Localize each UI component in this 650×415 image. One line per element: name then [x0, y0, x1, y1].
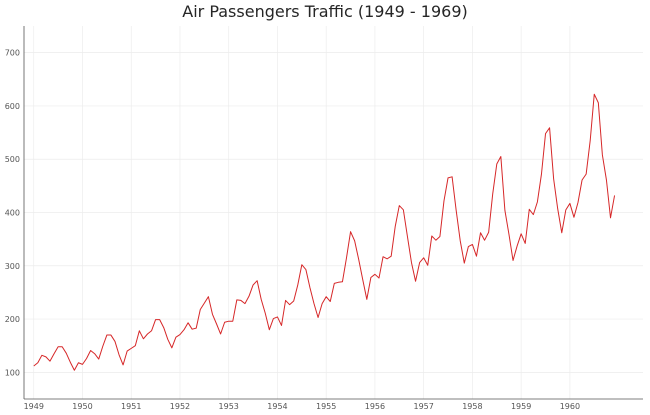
x-axis-ticks: 1949 1950 1951 1952 1953 1954 1955 1956 1957 1958…: [24, 402, 581, 411]
axes: [23, 26, 643, 400]
x-tick-label: 1953: [219, 402, 239, 411]
x-tick-label: 1949: [24, 402, 44, 411]
x-tick-label: 1950: [72, 402, 92, 411]
y-tick-label: 200: [5, 315, 20, 324]
x-tick-label: 1958: [462, 402, 482, 411]
x-tick-label: 1960: [560, 402, 580, 411]
x-tick-label: 1956: [365, 402, 385, 411]
grid: [24, 26, 643, 399]
x-tick-label: 1954: [267, 402, 287, 411]
x-tick-label: 1957: [413, 402, 433, 411]
x-tick-label: 1952: [170, 402, 190, 411]
chart-title: Air Passengers Traffic (1949 - 1969): [182, 2, 467, 21]
y-tick-label: 400: [5, 209, 20, 218]
y-tick-label: 100: [5, 368, 20, 377]
x-tick-label: 1951: [121, 402, 141, 411]
x-tick-label: 1959: [511, 402, 531, 411]
y-tick-label: 600: [5, 102, 20, 111]
series: [33, 93, 616, 371]
y-tick-label: 500: [5, 155, 20, 164]
y-tick-label: 700: [5, 49, 20, 58]
x-tick-label: 1955: [316, 402, 336, 411]
y-axis-ticks: 100 200 300 400 500 600 700: [5, 49, 20, 378]
y-tick-label: 300: [5, 262, 20, 271]
series-line-0: [33, 93, 616, 371]
